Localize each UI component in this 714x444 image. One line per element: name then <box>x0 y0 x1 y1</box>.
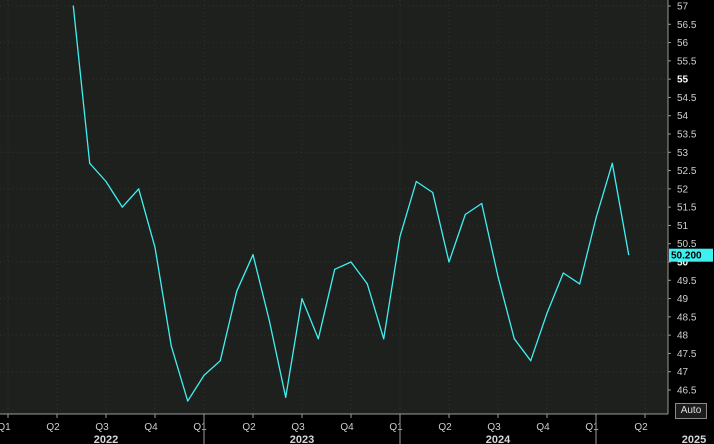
year-label: 2025 <box>682 434 706 444</box>
data-point <box>219 360 221 362</box>
data-point <box>399 235 401 237</box>
series-layer <box>72 5 630 402</box>
data-point <box>285 396 287 398</box>
data-point <box>350 261 352 263</box>
plot-area <box>0 0 668 414</box>
y-tick-label: 53 <box>677 148 689 159</box>
y-tick-label: 57 <box>677 2 689 13</box>
data-point <box>121 206 123 208</box>
x-tick-label: Q2 <box>438 422 452 433</box>
grid <box>0 0 668 414</box>
data-point <box>497 276 499 278</box>
y-tick-label: 48.5 <box>677 312 697 323</box>
auto-scale-button[interactable]: Auto <box>675 403 707 419</box>
y-tick-label: 54 <box>677 111 689 122</box>
data-point <box>366 283 368 285</box>
data-point <box>448 261 450 263</box>
year-label: 2024 <box>486 434 511 444</box>
data-point <box>595 217 597 219</box>
data-point <box>170 345 172 347</box>
data-point <box>334 268 336 270</box>
data-point <box>187 400 189 402</box>
y-tick-label: 47.5 <box>677 349 697 360</box>
y-tick-label: 48 <box>677 331 689 342</box>
y-tick-label: 50 <box>677 258 689 269</box>
last-value-label: 50.200 <box>671 251 702 262</box>
x-tick-label: Q2 <box>46 422 60 433</box>
y-tick-label: 49 <box>677 294 689 305</box>
x-axis: Q1 Q2 Q3 Q4 Q1 Q2 Q3 Q4 Q1 Q2 Q3 Q4 Q1 Q2 <box>0 414 648 433</box>
last-value-tag: 50.200 <box>669 248 713 262</box>
data-point <box>432 191 434 194</box>
y-tick-label: 49.5 <box>677 276 697 287</box>
y-axis: 46.5 47 47.5 48 48.5 49 49.5 50 50.5 51 51.5 52 52.5… <box>668 2 697 397</box>
data-point <box>546 312 548 314</box>
data-point <box>89 162 91 164</box>
data-point <box>383 338 385 340</box>
data-point <box>317 338 319 340</box>
y-tick-label: 52.5 <box>677 166 697 177</box>
data-point <box>481 202 483 205</box>
x-tick-label: Q4 <box>144 422 158 433</box>
x-tick-label: Q2 <box>242 422 256 433</box>
y-tick-label: 46.5 <box>677 386 697 397</box>
y-tick-label: 51.5 <box>677 203 697 214</box>
y-tick-label: 55 <box>677 75 689 86</box>
data-point <box>611 162 613 164</box>
y-tick-label: 50.5 <box>677 239 697 250</box>
x-tick-label: Q3 <box>95 422 109 433</box>
y-tick-label: 53.5 <box>677 130 697 141</box>
data-point <box>464 213 466 216</box>
y-tick-label: 54.5 <box>677 93 697 104</box>
data-point <box>628 254 630 256</box>
x-tick-label: Q1 <box>389 422 403 433</box>
data-point <box>268 319 270 322</box>
last-value-box <box>669 248 713 262</box>
data-point <box>252 254 254 256</box>
data-point <box>138 188 140 190</box>
y-tick-label: 52 <box>677 184 689 195</box>
data-point <box>154 246 156 248</box>
y-tick-label: 56.5 <box>677 20 697 31</box>
y-tick-label: 55.5 <box>677 56 697 67</box>
data-point <box>236 290 238 292</box>
x-tick-label: Q4 <box>536 422 550 433</box>
data-point <box>301 298 303 300</box>
x-tick-label: Q3 <box>291 422 305 433</box>
x-tick-label: Q3 <box>487 422 501 433</box>
y-tick-label: 47 <box>677 367 689 378</box>
x-tick-label: Q1 <box>0 422 11 433</box>
x-tick-label: Q4 <box>340 422 354 433</box>
data-point <box>72 5 74 7</box>
x-tick-label: Q1 <box>193 422 207 433</box>
data-point <box>562 272 564 274</box>
data-point <box>105 180 107 183</box>
y-tick-label: 56 <box>677 38 689 49</box>
x-tick-label: Q1 <box>585 422 599 433</box>
data-point <box>579 283 581 285</box>
year-label: 2022 <box>94 434 118 444</box>
y-tick-label: 51 <box>677 221 689 232</box>
data-point <box>530 360 532 362</box>
data-point <box>513 338 515 340</box>
x-tick-label: Q2 <box>634 422 648 433</box>
year-label: 2023 <box>290 434 314 444</box>
data-point <box>203 374 205 376</box>
year-labels: 2022 2023 2024 2025 <box>94 418 706 444</box>
data-point <box>415 180 417 183</box>
